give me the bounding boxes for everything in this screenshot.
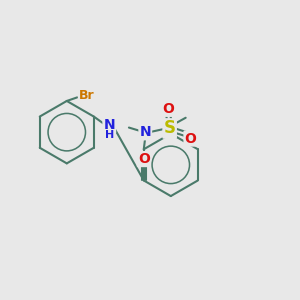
Text: N: N <box>140 125 151 139</box>
Text: N: N <box>103 118 115 133</box>
Text: O: O <box>138 152 150 166</box>
Text: Br: Br <box>79 89 94 102</box>
Text: O: O <box>184 132 196 145</box>
Text: O: O <box>162 102 174 116</box>
Text: H: H <box>105 130 114 140</box>
Text: S: S <box>164 119 175 137</box>
